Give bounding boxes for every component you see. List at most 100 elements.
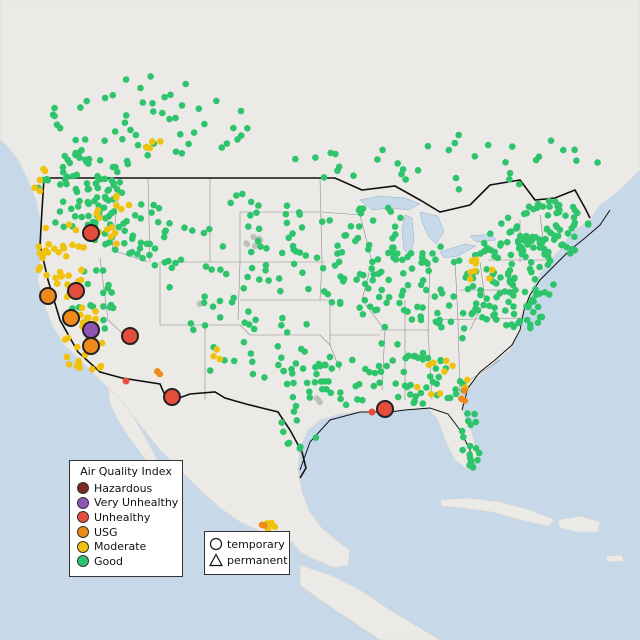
good-monitor-marker — [402, 176, 410, 183]
good-monitor-marker — [303, 321, 310, 328]
good-monitor-marker — [74, 203, 82, 210]
legend-item-usg: USG — [70, 525, 182, 540]
circle-icon — [209, 537, 223, 551]
good-monitor-marker — [418, 254, 426, 261]
good-monitor-marker — [312, 154, 319, 161]
good-monitor-marker — [546, 203, 553, 210]
good-monitor-marker — [536, 236, 544, 243]
good-monitor-marker — [289, 242, 297, 250]
type-legend-permanent: permanent — [205, 552, 289, 568]
good-monitor-marker — [84, 280, 92, 288]
good-monitor-marker — [228, 299, 236, 306]
legend-item-unhealthy: Unhealthy — [70, 510, 182, 525]
good-monitor-marker — [374, 256, 382, 263]
moderate-monitor-marker — [427, 390, 435, 398]
good-monitor-marker — [94, 172, 101, 180]
good-monitor-marker — [151, 261, 159, 269]
good-monitor-marker — [59, 168, 67, 176]
good-monitor-marker — [278, 322, 285, 329]
good-monitor-marker — [534, 303, 542, 311]
good-monitor-marker — [115, 223, 123, 231]
good-monitor-marker — [486, 302, 493, 310]
good-monitor-marker — [536, 313, 544, 321]
good-monitor-marker — [510, 303, 517, 310]
good-monitor-marker — [104, 187, 111, 194]
good-monitor-marker — [474, 456, 481, 464]
good-monitor-marker — [155, 204, 163, 212]
good-monitor-marker — [521, 288, 529, 296]
good-monitor-marker — [289, 230, 296, 237]
good-monitor-marker — [498, 220, 505, 227]
hazardous-swatch-icon — [77, 482, 89, 495]
legend-label: Hazardous — [94, 481, 153, 495]
good-monitor-marker — [107, 301, 115, 309]
good-monitor-marker — [455, 186, 463, 193]
moderate-monitor-marker — [78, 304, 86, 312]
good-monitor-marker — [414, 167, 422, 174]
good-monitor-marker — [217, 266, 224, 274]
moderate-monitor-marker — [64, 334, 72, 342]
good-monitor-marker — [166, 220, 173, 227]
moderate-monitor-marker — [107, 233, 115, 240]
type-legend-label: permanent — [227, 553, 288, 567]
good-monitor-marker — [347, 223, 355, 230]
good-monitor-marker — [134, 141, 142, 149]
good-monitor-marker — [150, 201, 157, 209]
good-monitor-marker — [506, 169, 514, 177]
moderate-monitor-marker — [80, 244, 87, 251]
usg-large-marker — [82, 337, 100, 355]
good-monitor-marker — [181, 224, 188, 231]
good-monitor-marker — [252, 316, 259, 324]
good-monitor-marker — [187, 320, 195, 327]
moderate-monitor-marker — [436, 390, 444, 397]
good-monitor-marker — [375, 293, 383, 301]
legend-title: Air Quality Index — [80, 465, 172, 478]
good-monitor-marker — [313, 370, 320, 378]
good-monitor-marker — [219, 243, 227, 250]
good-monitor-marker — [523, 316, 531, 324]
good-monitor-marker — [244, 125, 251, 132]
good-monitor-marker — [408, 316, 416, 323]
good-monitor-marker — [72, 136, 79, 144]
good-monitor-marker — [510, 323, 517, 331]
good-monitor-marker — [178, 150, 186, 157]
good-monitor-marker — [189, 227, 196, 234]
good-monitor-marker — [527, 321, 534, 329]
triangle-icon — [209, 553, 223, 567]
good-monitor-marker — [334, 242, 341, 249]
good-monitor-marker — [296, 211, 304, 218]
good-monitor-marker — [56, 208, 64, 215]
good-monitor-marker — [546, 257, 554, 265]
moderate-monitor-marker — [148, 138, 156, 145]
good-monitor-marker — [131, 212, 139, 219]
moderate-monitor-marker — [36, 250, 44, 257]
lake-erie — [439, 243, 477, 259]
legend-label: Moderate — [94, 540, 147, 554]
good-monitor-marker — [342, 401, 350, 409]
good-monitor-marker — [262, 261, 270, 269]
good-monitor-marker — [124, 160, 132, 168]
good-monitor-marker — [139, 99, 147, 106]
good-monitor-marker — [506, 289, 513, 296]
good-monitor-marker — [475, 449, 483, 457]
good-monitor-marker — [337, 395, 344, 403]
good-monitor-marker — [404, 281, 412, 289]
good-monitor-marker — [148, 209, 155, 216]
good-monitor-marker — [301, 348, 309, 355]
good-monitor-marker — [237, 107, 245, 115]
good-monitor-marker — [544, 212, 552, 219]
usg-monitor-marker — [261, 522, 268, 529]
good-monitor-marker — [569, 245, 576, 253]
good-monitor-marker — [466, 442, 474, 450]
moderate-monitor-marker — [52, 274, 59, 282]
good-monitor-marker — [182, 80, 189, 88]
unhealthy-large-marker — [121, 327, 139, 345]
good-monitor-marker — [328, 365, 336, 372]
moderate-monitor-marker — [441, 368, 448, 375]
hispaniola-island — [557, 515, 601, 533]
good-monitor-marker — [336, 300, 344, 308]
cuba-island — [439, 497, 556, 527]
good-monitor-marker — [342, 232, 350, 239]
good-monitor-marker — [534, 200, 542, 208]
good-monitor-marker — [400, 368, 408, 376]
